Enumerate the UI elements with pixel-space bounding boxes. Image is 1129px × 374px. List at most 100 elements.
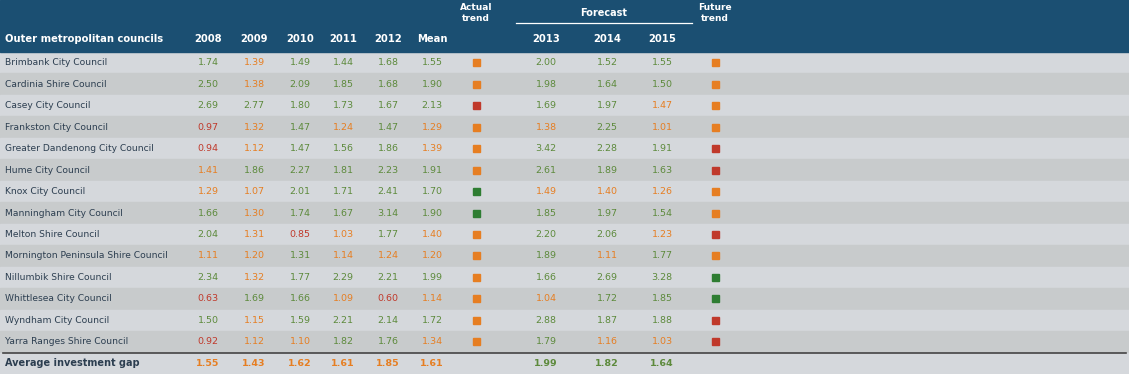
- Bar: [0, 159, 1129, 181]
- Text: 2.41: 2.41: [377, 187, 399, 196]
- Text: Greater Dandenong City Council: Greater Dandenong City Council: [5, 144, 154, 153]
- Bar: [711, 124, 718, 131]
- Text: 1.38: 1.38: [535, 123, 557, 132]
- Bar: [0, 224, 1129, 245]
- Text: 1.47: 1.47: [289, 123, 310, 132]
- Text: 1.91: 1.91: [651, 144, 673, 153]
- Text: 1.68: 1.68: [377, 80, 399, 89]
- Text: 0.85: 0.85: [289, 230, 310, 239]
- Text: 1.50: 1.50: [198, 316, 219, 325]
- Text: 1.82: 1.82: [333, 337, 353, 346]
- Text: 2014: 2014: [593, 34, 621, 44]
- Bar: [711, 231, 718, 238]
- Text: 1.12: 1.12: [244, 144, 264, 153]
- Text: Casey City Council: Casey City Council: [5, 101, 90, 110]
- Text: 1.88: 1.88: [651, 316, 673, 325]
- Text: 1.11: 1.11: [198, 251, 219, 260]
- Text: 1.79: 1.79: [535, 337, 557, 346]
- Bar: [711, 145, 718, 152]
- Text: Yarra Ranges Shire Council: Yarra Ranges Shire Council: [5, 337, 129, 346]
- Text: 1.20: 1.20: [244, 251, 264, 260]
- Bar: [473, 81, 480, 88]
- Text: 1.04: 1.04: [535, 294, 557, 303]
- Text: 1.64: 1.64: [596, 80, 618, 89]
- Bar: [711, 338, 718, 345]
- Text: 1.85: 1.85: [651, 294, 673, 303]
- Text: 1.29: 1.29: [198, 187, 219, 196]
- Bar: [473, 252, 480, 260]
- Text: Actual
trend: Actual trend: [460, 3, 492, 23]
- Text: 2.00: 2.00: [535, 58, 557, 67]
- Text: 1.55: 1.55: [421, 58, 443, 67]
- Text: 1.31: 1.31: [244, 230, 264, 239]
- Text: 1.15: 1.15: [244, 316, 264, 325]
- Bar: [711, 274, 718, 281]
- Text: 2.69: 2.69: [596, 273, 618, 282]
- Text: 2.34: 2.34: [198, 273, 219, 282]
- Text: 0.97: 0.97: [198, 123, 219, 132]
- Bar: [711, 209, 718, 217]
- Text: 0.60: 0.60: [377, 294, 399, 303]
- Text: 0.92: 0.92: [198, 337, 219, 346]
- Bar: [0, 0, 1129, 52]
- Text: 2.69: 2.69: [198, 101, 219, 110]
- Text: Manningham City Council: Manningham City Council: [5, 208, 123, 218]
- Text: 1.74: 1.74: [198, 58, 219, 67]
- Text: 2009: 2009: [240, 34, 268, 44]
- Text: 1.39: 1.39: [421, 144, 443, 153]
- Text: Mean: Mean: [417, 34, 447, 44]
- Text: 1.72: 1.72: [421, 316, 443, 325]
- Text: 1.40: 1.40: [596, 187, 618, 196]
- Text: 1.49: 1.49: [289, 58, 310, 67]
- Text: 2012: 2012: [374, 34, 402, 44]
- Text: 1.55: 1.55: [196, 359, 220, 368]
- Bar: [473, 317, 480, 324]
- Text: Average investment gap: Average investment gap: [5, 358, 140, 368]
- Text: 1.14: 1.14: [421, 294, 443, 303]
- Text: 1.59: 1.59: [289, 316, 310, 325]
- Text: 1.85: 1.85: [376, 359, 400, 368]
- Text: 1.32: 1.32: [244, 123, 264, 132]
- Text: 1.62: 1.62: [288, 359, 312, 368]
- Text: 2.29: 2.29: [333, 273, 353, 282]
- Text: 1.87: 1.87: [596, 316, 618, 325]
- Text: 1.43: 1.43: [243, 359, 265, 368]
- Text: Brimbank City Council: Brimbank City Council: [5, 58, 107, 67]
- Text: Melton Shire Council: Melton Shire Council: [5, 230, 99, 239]
- Bar: [0, 138, 1129, 159]
- Bar: [473, 188, 480, 195]
- Text: 1.91: 1.91: [421, 166, 443, 175]
- Text: 2.88: 2.88: [535, 316, 557, 325]
- Bar: [711, 102, 718, 109]
- Text: 1.11: 1.11: [596, 251, 618, 260]
- Text: 3.14: 3.14: [377, 208, 399, 218]
- Bar: [711, 188, 718, 195]
- Bar: [473, 145, 480, 152]
- Text: 1.70: 1.70: [421, 187, 443, 196]
- Text: 2.01: 2.01: [289, 187, 310, 196]
- Bar: [473, 209, 480, 217]
- Text: 1.67: 1.67: [333, 208, 353, 218]
- Bar: [473, 59, 480, 66]
- Text: 1.29: 1.29: [421, 123, 443, 132]
- Bar: [473, 274, 480, 281]
- Text: 1.26: 1.26: [651, 187, 673, 196]
- Text: 1.69: 1.69: [244, 294, 264, 303]
- Text: 1.85: 1.85: [535, 208, 557, 218]
- Text: 1.66: 1.66: [535, 273, 557, 282]
- Text: 1.03: 1.03: [651, 337, 673, 346]
- Text: 1.69: 1.69: [535, 101, 557, 110]
- Text: 1.99: 1.99: [421, 273, 443, 282]
- Text: 2.06: 2.06: [596, 230, 618, 239]
- Text: 1.24: 1.24: [333, 123, 353, 132]
- Text: 2.13: 2.13: [421, 101, 443, 110]
- Text: Cardinia Shire Council: Cardinia Shire Council: [5, 80, 106, 89]
- Text: 1.40: 1.40: [421, 230, 443, 239]
- Text: 1.52: 1.52: [596, 58, 618, 67]
- Text: 1.86: 1.86: [244, 166, 264, 175]
- Text: 2.50: 2.50: [198, 80, 219, 89]
- Text: 1.30: 1.30: [244, 208, 264, 218]
- Text: 1.81: 1.81: [333, 166, 353, 175]
- Text: 1.64: 1.64: [650, 359, 674, 368]
- Text: 1.73: 1.73: [332, 101, 353, 110]
